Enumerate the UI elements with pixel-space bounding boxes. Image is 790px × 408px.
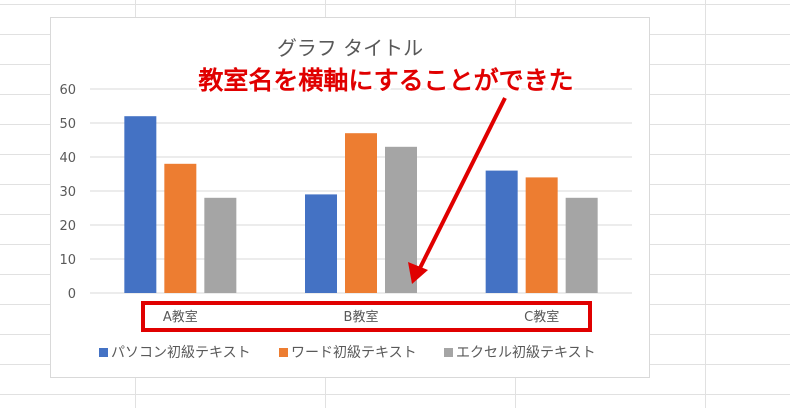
x-category-label: C教室: [524, 309, 559, 325]
y-tick-label: 60: [59, 83, 76, 98]
legend-swatch: [99, 348, 108, 357]
y-tick-label: 40: [59, 151, 76, 166]
y-tick-label: 50: [59, 117, 76, 132]
legend-label: エクセル初級テキスト: [456, 344, 596, 361]
y-tick-label: 10: [59, 253, 76, 268]
legend-swatch: [279, 348, 288, 357]
arrow-head-icon: [408, 262, 428, 284]
bar[interactable]: [124, 116, 157, 293]
legend-label: パソコン初級テキスト: [111, 344, 251, 361]
bar[interactable]: [525, 177, 558, 293]
annotation-arrow: [417, 97, 507, 271]
bar[interactable]: [204, 197, 237, 293]
highlight-box: [141, 301, 592, 332]
x-category-label: A教室: [163, 309, 198, 325]
legend-label: ワード初級テキスト: [291, 344, 417, 361]
legend-swatch: [444, 348, 453, 357]
bar[interactable]: [565, 197, 598, 293]
chart-title: グラフ タイトル: [277, 36, 423, 60]
y-tick-label: 30: [59, 185, 76, 200]
bar[interactable]: [485, 170, 518, 293]
y-tick-label: 20: [59, 219, 76, 234]
x-category-label: B教室: [344, 309, 379, 325]
bar[interactable]: [305, 194, 337, 293]
bar[interactable]: [345, 133, 377, 293]
annotation-text: 教室名を横軸にすることができた: [198, 66, 573, 95]
bar[interactable]: [164, 163, 197, 293]
y-tick-label: 0: [68, 287, 76, 302]
